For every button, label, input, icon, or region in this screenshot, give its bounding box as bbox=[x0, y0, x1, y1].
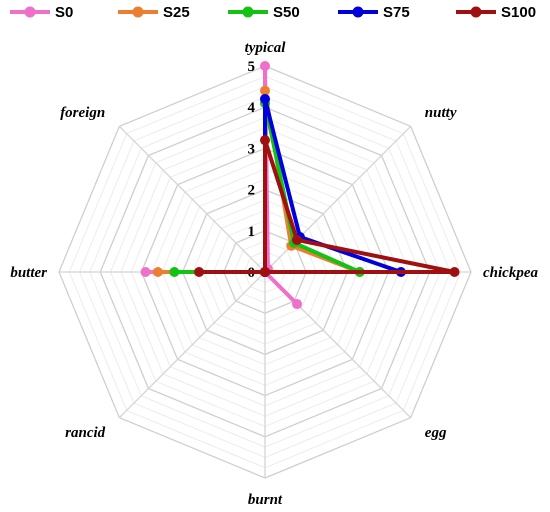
tick-label: 3 bbox=[248, 141, 256, 157]
data-point bbox=[169, 267, 180, 277]
axis-spoke-foreign bbox=[118, 125, 266, 273]
axis-label-typical: typical bbox=[245, 40, 287, 56]
data-point bbox=[260, 85, 270, 96]
axis-label-burnt: burnt bbox=[248, 492, 283, 508]
data-point bbox=[152, 267, 163, 277]
legend: S0 S25 S50 S75 S100 bbox=[10, 4, 536, 21]
axis-spoke-rancid bbox=[118, 271, 266, 419]
legend-label: S100 bbox=[501, 4, 536, 21]
legend-item-S75: S75 bbox=[338, 4, 410, 21]
axis-label-chickpea: chickpea bbox=[483, 265, 538, 281]
legend-item-S100: S100 bbox=[456, 4, 536, 21]
tick-label: 5 bbox=[248, 59, 256, 75]
tick-label: 1 bbox=[248, 224, 256, 240]
series-S100 bbox=[194, 135, 460, 277]
data-point bbox=[260, 267, 270, 277]
legend-item-S50: S50 bbox=[228, 4, 300, 21]
axis-label-rancid: rancid bbox=[65, 425, 106, 441]
legend-label: S25 bbox=[163, 4, 190, 21]
legend-swatch-marker bbox=[470, 6, 482, 18]
data-point bbox=[292, 234, 303, 245]
data-point bbox=[449, 267, 460, 277]
tick-label: 2 bbox=[248, 183, 256, 199]
data-point bbox=[260, 135, 270, 146]
legend-item-S25: S25 bbox=[118, 4, 190, 21]
axis-label-egg: egg bbox=[425, 425, 447, 441]
legend-label: S75 bbox=[383, 4, 410, 21]
axis-label-foreign: foreign bbox=[60, 105, 105, 121]
legend-label: S50 bbox=[273, 4, 300, 21]
tick-label: 4 bbox=[248, 100, 256, 116]
data-point bbox=[140, 267, 151, 277]
data-point bbox=[194, 267, 205, 277]
data-point bbox=[260, 61, 270, 71]
legend-swatch-marker bbox=[132, 6, 144, 18]
legend-label: S0 bbox=[55, 4, 73, 21]
radar-series bbox=[140, 61, 460, 310]
data-point bbox=[260, 93, 270, 104]
axis-label-butter: butter bbox=[10, 265, 47, 281]
axis-label-nutty: nutty bbox=[425, 105, 457, 121]
legend-item-S0: S0 bbox=[10, 4, 73, 21]
legend-swatch-marker bbox=[242, 6, 254, 18]
legend-swatch-marker bbox=[352, 6, 364, 18]
radar-axis-labels: typical nutty chickpea egg burnt rancid butter… bbox=[10, 40, 538, 508]
legend-swatch-marker bbox=[24, 6, 36, 18]
data-point bbox=[292, 299, 303, 310]
